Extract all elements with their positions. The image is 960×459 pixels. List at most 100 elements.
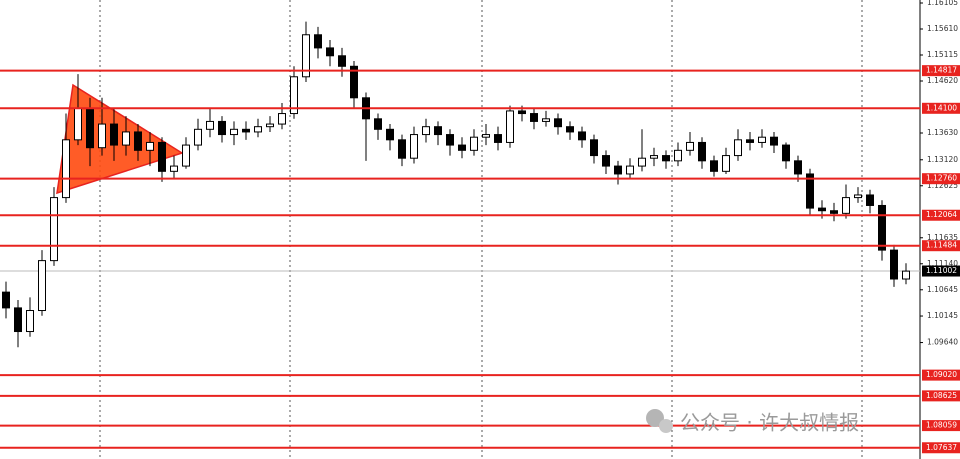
candle-body bbox=[134, 131, 142, 151]
candle-body bbox=[530, 113, 538, 122]
candle-body bbox=[746, 139, 754, 143]
candle-body bbox=[314, 34, 322, 49]
candle-body bbox=[338, 55, 346, 67]
candle-body bbox=[230, 128, 238, 136]
level-label-box bbox=[922, 240, 960, 252]
candle-body bbox=[494, 134, 502, 143]
candle-body bbox=[662, 155, 670, 162]
candle-body bbox=[854, 194, 862, 199]
candle-body bbox=[242, 128, 250, 133]
level-label: 1.12760 bbox=[926, 174, 957, 183]
candle-body bbox=[446, 134, 454, 146]
candle-body bbox=[182, 144, 190, 167]
candle-body bbox=[602, 155, 610, 167]
level-label: 1.08625 bbox=[926, 391, 957, 400]
level-label: 1.12064 bbox=[926, 210, 957, 219]
candle-body bbox=[50, 197, 58, 262]
candle-body bbox=[842, 197, 850, 214]
level-label-box bbox=[922, 173, 960, 185]
level-label: 1.08059 bbox=[926, 421, 957, 430]
candle-body bbox=[302, 34, 310, 78]
watermark-text: 公众号 · 许大叔情报 bbox=[680, 411, 859, 435]
y-tick-label: 1.16105 bbox=[927, 0, 958, 7]
candle-body bbox=[290, 76, 298, 115]
candle-body bbox=[890, 249, 898, 280]
candle-body bbox=[2, 291, 10, 309]
watermark-icon bbox=[659, 419, 673, 433]
level-label-box bbox=[922, 209, 960, 221]
candle-body bbox=[722, 155, 730, 172]
y-tick-label: 1.12625 bbox=[927, 181, 958, 190]
candle-body bbox=[194, 128, 202, 146]
candle-body bbox=[638, 157, 646, 167]
candle-body bbox=[458, 144, 466, 151]
candle-body bbox=[326, 47, 334, 57]
candle-body bbox=[98, 123, 106, 149]
candle-body bbox=[38, 260, 46, 312]
candle-body bbox=[518, 110, 526, 115]
candle-body bbox=[254, 126, 262, 133]
candle-body bbox=[674, 149, 682, 162]
candle-body bbox=[866, 194, 874, 206]
candle-body bbox=[26, 310, 34, 333]
level-label: 1.14100 bbox=[926, 103, 957, 112]
watermark: 公众号 · 许大叔情报 bbox=[646, 409, 859, 435]
candle-body bbox=[818, 207, 826, 212]
level-label-box bbox=[922, 390, 960, 402]
candle-body bbox=[830, 210, 838, 214]
level-label-box bbox=[922, 102, 960, 114]
y-tick-label: 1.09640 bbox=[927, 338, 958, 347]
watermark-icon bbox=[646, 409, 664, 427]
candle-body bbox=[782, 144, 790, 162]
candle-body bbox=[542, 118, 550, 122]
candle-body bbox=[794, 160, 802, 175]
level-label: 1.14817 bbox=[926, 66, 957, 75]
y-tick-label: 1.11635 bbox=[927, 233, 958, 242]
candle-body bbox=[206, 120, 214, 130]
candle-body bbox=[566, 126, 574, 133]
candle-body bbox=[146, 141, 154, 151]
candle-body bbox=[350, 65, 358, 99]
candle-body bbox=[698, 141, 706, 162]
candle-body bbox=[902, 270, 910, 280]
candle-body bbox=[374, 118, 382, 130]
candle-body bbox=[86, 107, 94, 149]
candle-body bbox=[506, 110, 514, 143]
candle-body bbox=[578, 131, 586, 141]
candle-body bbox=[14, 307, 22, 333]
candle-body bbox=[422, 126, 430, 136]
level-label-box bbox=[922, 369, 960, 381]
candle-body bbox=[470, 136, 478, 151]
candle-body bbox=[122, 131, 130, 146]
candle-body bbox=[386, 128, 394, 141]
candle-body bbox=[758, 136, 766, 143]
candle-body bbox=[590, 139, 598, 157]
y-tick-label: 1.10145 bbox=[927, 311, 958, 320]
y-tick-label: 1.10645 bbox=[927, 285, 958, 294]
candle-body bbox=[398, 139, 406, 159]
candle-body bbox=[266, 123, 274, 128]
candle-body bbox=[770, 136, 778, 146]
level-label: 1.11484 bbox=[926, 241, 957, 250]
candle-body bbox=[278, 113, 286, 125]
y-tick-label: 1.13120 bbox=[927, 155, 958, 164]
candle-body bbox=[650, 155, 658, 159]
candle-body bbox=[158, 141, 166, 172]
level-label-box bbox=[922, 442, 960, 454]
y-tick-label: 1.15610 bbox=[927, 24, 958, 33]
candle-body bbox=[806, 173, 814, 209]
candle-body bbox=[434, 126, 442, 136]
candle-body bbox=[482, 134, 490, 138]
level-label: 1.07637 bbox=[926, 443, 957, 452]
y-tick-label: 1.13630 bbox=[927, 128, 958, 137]
candle-body bbox=[554, 118, 562, 128]
level-label-box bbox=[922, 65, 960, 77]
y-tick-label: 1.11140 bbox=[927, 259, 958, 268]
y-tick-label: 1.15115 bbox=[927, 50, 958, 59]
candle-body bbox=[710, 160, 718, 172]
candle-body bbox=[218, 120, 226, 136]
candle-body bbox=[62, 139, 70, 199]
